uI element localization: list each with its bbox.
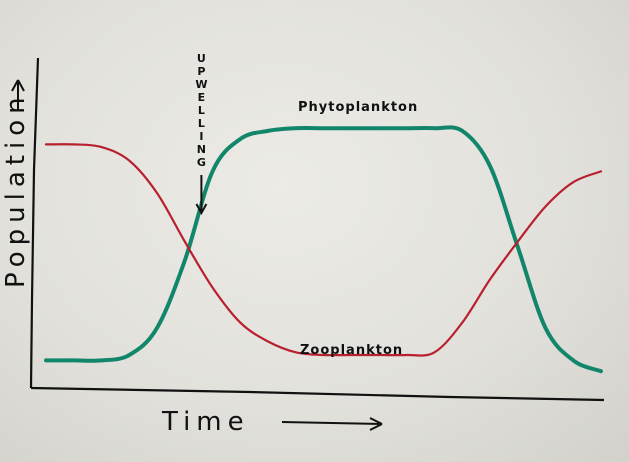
series-label-zooplankton: Zooplankton	[300, 343, 403, 358]
series-line-phytoplankton	[44, 125, 603, 374]
x-axis-arrowhead-icon	[369, 417, 383, 431]
upwelling-arrow-icon	[195, 175, 208, 216]
y-axis-label: Population	[1, 91, 31, 288]
x-axis-arrow-icon	[281, 421, 383, 425]
series-layer	[44, 125, 603, 374]
y-axis-line	[29, 57, 40, 389]
x-axis-label: Time	[161, 407, 250, 437]
y-axis-arrowhead-icon	[11, 79, 25, 92]
series-line-zooplankton	[44, 143, 603, 357]
x-axis-line	[30, 386, 605, 402]
series-label-phytoplankton: Phytoplankton	[298, 100, 418, 115]
axes	[29, 57, 605, 402]
label-layer: Phytoplankton Zooplankton Time Populatio…	[1, 52, 418, 437]
